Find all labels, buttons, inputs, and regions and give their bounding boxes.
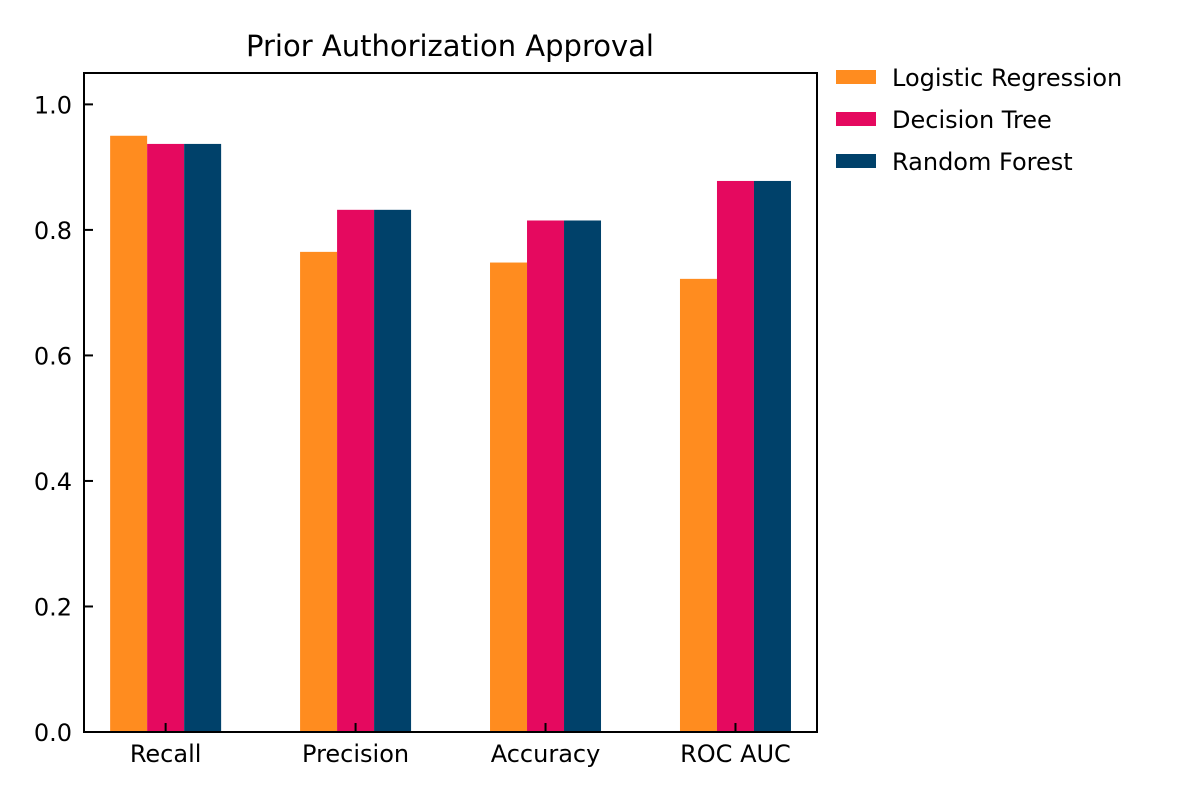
bar-random-forest-roc-auc [753,180,791,732]
bar-decision-tree-recall [147,143,185,733]
plot-frame [83,72,818,733]
bar-decision-tree-roc-auc [716,180,754,732]
bar-decision-tree-accuracy [527,220,565,733]
bar-logistic-regression-recall [110,135,148,732]
legend-label: Logistic Regression [892,64,1122,92]
x-tick-label: Accuracy [491,740,601,768]
bar-decision-tree-precision [337,209,375,732]
bar-random-forest-accuracy [564,220,602,733]
chart-title: Prior Authorization Approval [246,29,654,63]
x-tick-label: ROC AUC [680,740,791,768]
legend-swatch [836,154,876,168]
y-tick-label: 0.4 [34,468,72,496]
bar-logistic-regression-precision [300,251,338,732]
y-tick-label: 1.0 [34,91,72,119]
y-tick-label: 0.0 [34,719,72,747]
legend: Logistic Regression Decision Tree Random F… [836,64,1122,176]
y-tick-label: 0.2 [34,593,72,621]
y-tick-label: 0.8 [34,217,72,245]
bar-random-forest-precision [374,209,412,732]
legend-label: Decision Tree [892,106,1052,134]
x-tick-label: Recall [130,740,202,768]
axes-group: 0.0 0.2 0.4 0.6 0.8 1.0 Recall Precision Accurac… [34,72,818,768]
x-tick-label: Precision [302,740,409,768]
bar-logistic-regression-roc-auc [679,278,717,732]
legend-label: Random Forest [892,148,1073,176]
bar-logistic-regression-accuracy [490,262,528,732]
legend-swatch [836,70,876,84]
bars-group [110,135,791,733]
y-tick-label: 0.6 [34,342,72,370]
legend-swatch [836,112,876,126]
bar-random-forest-recall [184,143,222,733]
